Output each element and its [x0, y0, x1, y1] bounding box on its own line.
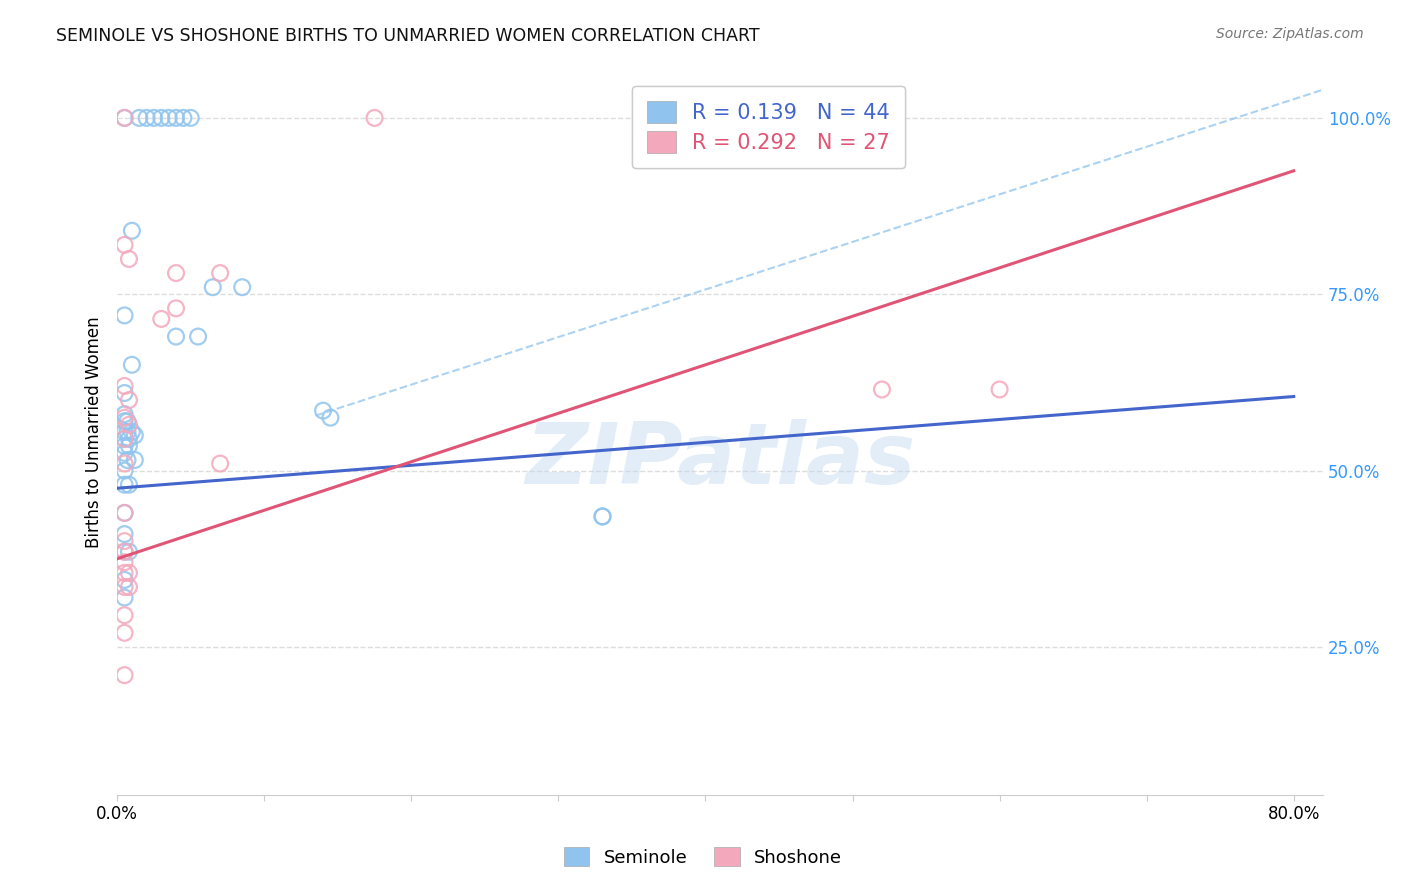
Point [114, 545, 136, 559]
Point [114, 439, 136, 453]
Point [592, 509, 614, 524]
Point [114, 625, 136, 640]
Text: Source: ZipAtlas.com: Source: ZipAtlas.com [1216, 27, 1364, 41]
Point [165, 266, 187, 280]
Point [121, 425, 143, 439]
Point [114, 573, 136, 587]
Point [118, 566, 141, 580]
Point [312, 403, 335, 417]
Point [187, 329, 209, 343]
Point [118, 392, 141, 407]
Point [209, 266, 232, 280]
Point [114, 527, 136, 541]
Point [118, 417, 141, 432]
Point [124, 428, 146, 442]
Point [114, 580, 136, 594]
Point [114, 432, 136, 446]
Point [114, 238, 136, 252]
Point [128, 111, 150, 125]
Point [114, 111, 136, 125]
Point [988, 383, 1011, 397]
Point [114, 309, 136, 323]
Point [114, 534, 136, 549]
Point [114, 425, 136, 439]
Point [180, 111, 202, 125]
Point [114, 591, 136, 605]
Legend: Seminole, Shoshone: Seminole, Shoshone [557, 840, 849, 874]
Point [114, 410, 136, 425]
Point [117, 425, 139, 439]
Point [114, 608, 136, 623]
Point [114, 545, 136, 559]
Point [201, 280, 224, 294]
Point [209, 457, 232, 471]
Point [118, 432, 141, 446]
Point [114, 477, 136, 491]
Point [117, 453, 139, 467]
Point [870, 383, 893, 397]
Point [135, 111, 157, 125]
Point [114, 457, 136, 471]
Point [165, 301, 187, 316]
Point [114, 407, 136, 421]
Point [231, 280, 253, 294]
Point [124, 453, 146, 467]
Point [118, 580, 141, 594]
Point [856, 111, 879, 125]
Point [165, 329, 187, 343]
Point [142, 111, 165, 125]
Point [118, 477, 141, 491]
Point [319, 410, 342, 425]
Point [114, 555, 136, 569]
Point [172, 111, 194, 125]
Point [121, 358, 143, 372]
Point [117, 414, 139, 428]
Point [121, 224, 143, 238]
Text: SEMINOLE VS SHOSHONE BIRTHS TO UNMARRIED WOMEN CORRELATION CHART: SEMINOLE VS SHOSHONE BIRTHS TO UNMARRIED… [56, 27, 759, 45]
Point [114, 506, 136, 520]
Point [118, 545, 141, 559]
Point [114, 432, 136, 446]
Point [150, 312, 173, 326]
Text: ZIPatlas: ZIPatlas [524, 419, 915, 502]
Legend: R = 0.139   N = 44, R = 0.292   N = 27: R = 0.139 N = 44, R = 0.292 N = 27 [633, 87, 905, 168]
Point [114, 506, 136, 520]
Point [118, 439, 141, 453]
Point [150, 111, 173, 125]
Point [114, 379, 136, 393]
Point [363, 111, 385, 125]
Point [165, 111, 187, 125]
Point [157, 111, 180, 125]
Point [114, 111, 136, 125]
Point [114, 566, 136, 580]
Point [118, 252, 141, 266]
Point [114, 386, 136, 401]
Point [114, 668, 136, 682]
Point [114, 464, 136, 478]
Point [114, 414, 136, 428]
Point [592, 509, 614, 524]
Point [114, 446, 136, 460]
Y-axis label: Births to Unmarried Women: Births to Unmarried Women [86, 316, 103, 548]
